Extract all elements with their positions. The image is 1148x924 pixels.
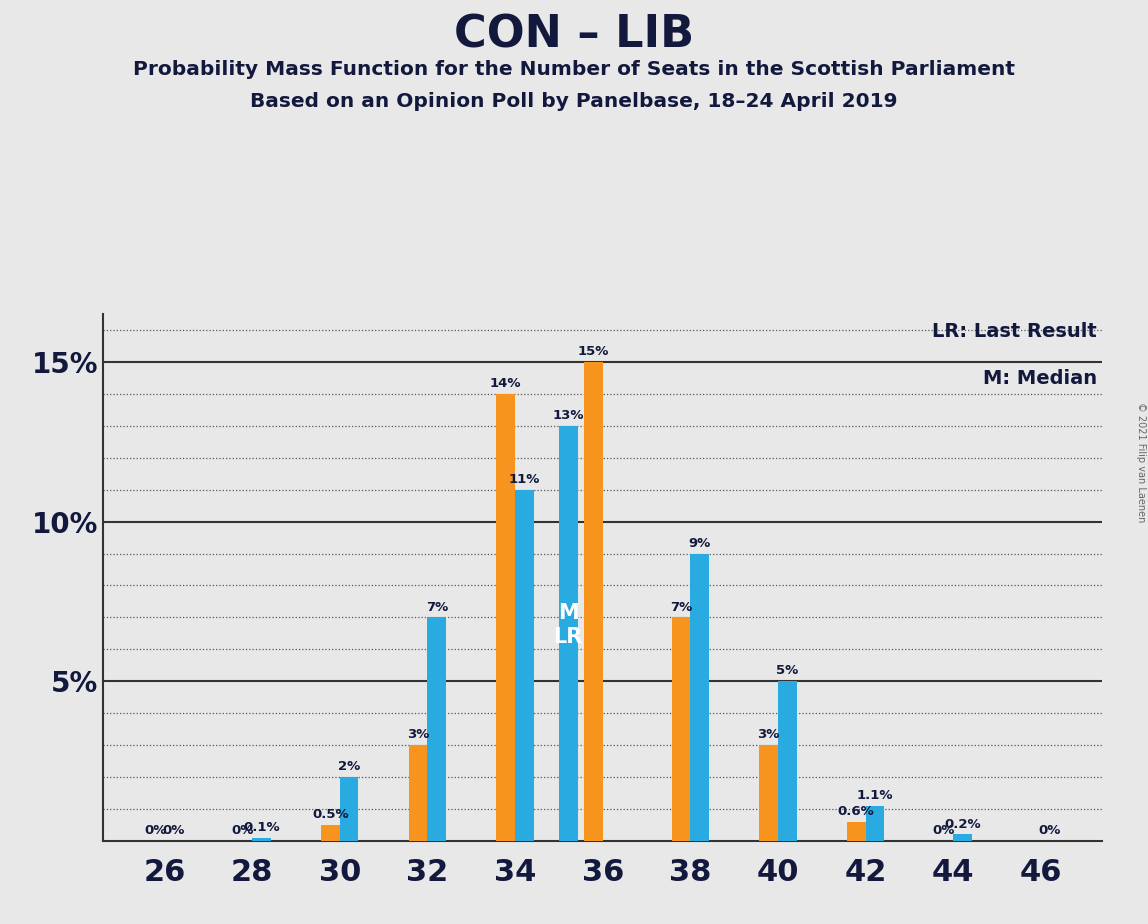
Bar [759, 745, 778, 841]
Bar [253, 838, 271, 841]
Text: 9%: 9% [689, 537, 711, 550]
Text: 11%: 11% [509, 473, 540, 486]
Text: 7%: 7% [670, 601, 692, 614]
Bar [690, 553, 709, 841]
Bar [866, 806, 884, 841]
Bar [321, 825, 340, 841]
Text: 0%: 0% [1039, 824, 1061, 837]
Bar [847, 821, 866, 841]
Text: 15%: 15% [577, 346, 610, 359]
Text: 0%: 0% [232, 824, 254, 837]
Text: 0.6%: 0.6% [838, 805, 875, 818]
Text: 0.5%: 0.5% [312, 808, 349, 821]
Text: 0%: 0% [145, 824, 166, 837]
Text: 7%: 7% [426, 601, 448, 614]
Text: M
LR: M LR [553, 603, 583, 647]
Bar [340, 777, 358, 841]
Text: 0.1%: 0.1% [243, 821, 280, 833]
Text: M: Median: M: Median [983, 370, 1097, 388]
Text: 3%: 3% [758, 728, 779, 741]
Text: 0%: 0% [163, 824, 185, 837]
Text: 14%: 14% [490, 377, 521, 390]
Text: 1.1%: 1.1% [856, 789, 893, 802]
Text: Probability Mass Function for the Number of Seats in the Scottish Parliament: Probability Mass Function for the Number… [133, 60, 1015, 79]
Text: 2%: 2% [338, 760, 360, 773]
Text: 5%: 5% [776, 664, 798, 677]
Text: 3%: 3% [408, 728, 429, 741]
Bar [409, 745, 427, 841]
Bar [953, 834, 971, 841]
Bar [778, 681, 797, 841]
Text: LR: Last Result: LR: Last Result [932, 322, 1097, 341]
Text: CON – LIB: CON – LIB [453, 14, 695, 57]
Bar [559, 426, 577, 841]
Bar [672, 617, 690, 841]
Text: 0.2%: 0.2% [944, 818, 980, 831]
Bar [515, 490, 534, 841]
Bar [584, 362, 603, 841]
Text: 0%: 0% [932, 824, 955, 837]
Text: Based on an Opinion Poll by Panelbase, 18–24 April 2019: Based on an Opinion Poll by Panelbase, 1… [250, 92, 898, 112]
Text: 13%: 13% [552, 409, 584, 422]
Text: © 2021 Filip van Laenen: © 2021 Filip van Laenen [1135, 402, 1146, 522]
Bar [427, 617, 447, 841]
Bar [496, 394, 515, 841]
